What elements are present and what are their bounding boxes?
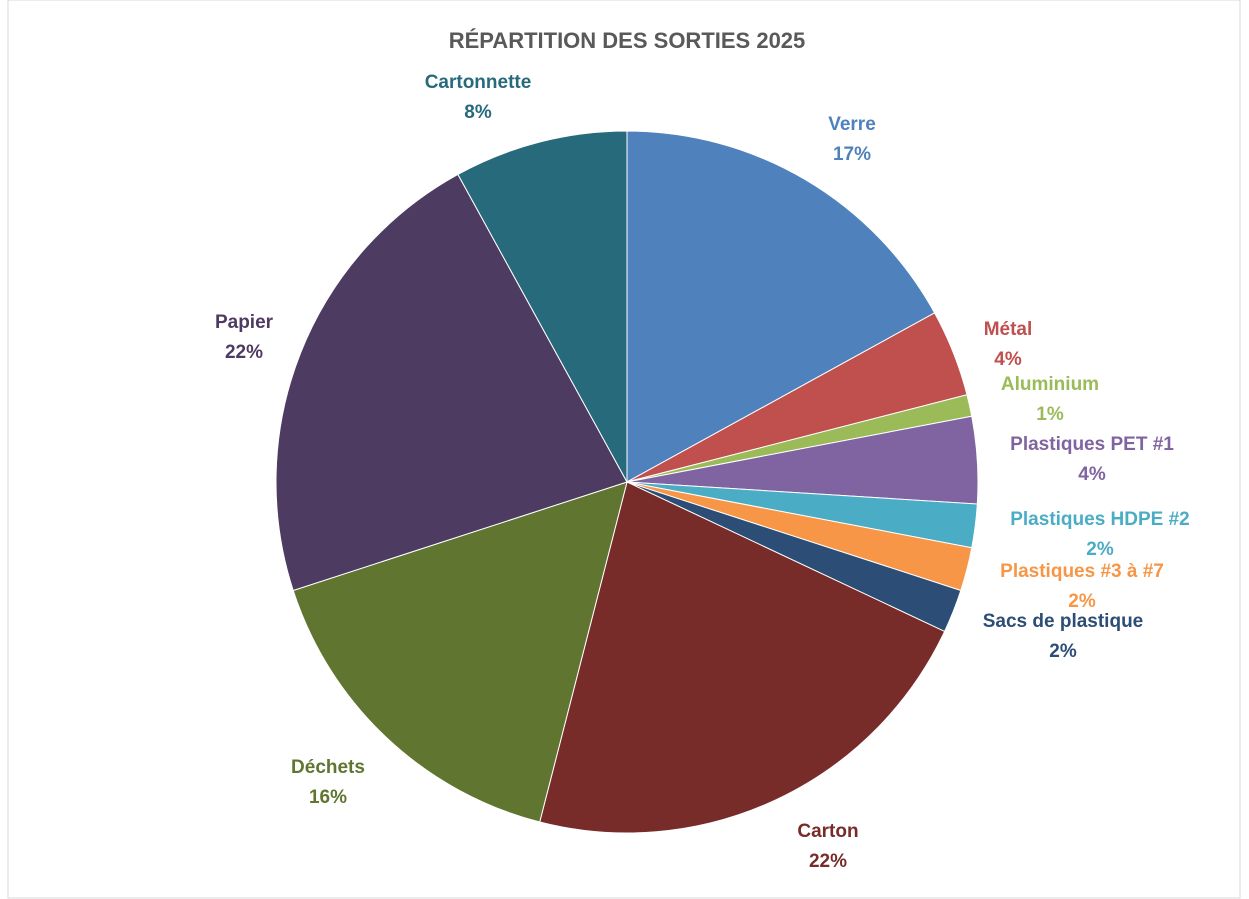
slice-value-label: 22% xyxy=(225,342,263,363)
slice-label: Plastiques PET #1 xyxy=(1010,434,1174,455)
slice-value-label: 2% xyxy=(1068,591,1096,612)
slice-value-label: 16% xyxy=(309,787,347,808)
pie-slice xyxy=(275,173,628,592)
chart-title: RÉPARTITION DES SORTIES 2025 xyxy=(449,28,806,53)
slice-value-label: 17% xyxy=(833,144,871,165)
pie-slice xyxy=(457,130,628,483)
slice-value-label: 1% xyxy=(1036,404,1064,425)
slice-label: Verre xyxy=(828,114,876,135)
slice-value-label: 22% xyxy=(809,851,847,872)
slice-value-label: 4% xyxy=(994,349,1022,370)
pie-slice xyxy=(626,130,936,483)
slice-label: Aluminium xyxy=(1001,374,1099,395)
slice-value-label: 2% xyxy=(1086,539,1114,560)
slice-label: Sacs de plastique xyxy=(983,611,1144,632)
slice-label: Plastiques #3 à #7 xyxy=(1000,561,1164,582)
slice-value-label: 2% xyxy=(1049,641,1077,662)
slice-label: Cartonnette xyxy=(425,72,532,93)
pie-slice xyxy=(539,481,946,834)
slice-label: Déchets xyxy=(291,757,365,778)
pie-slice xyxy=(292,481,628,823)
slice-label: Métal xyxy=(984,319,1033,340)
slice-label: Carton xyxy=(797,821,858,842)
slice-label: Papier xyxy=(215,312,274,333)
slice-label: Plastiques HDPE #2 xyxy=(1010,509,1190,530)
slice-value-label: 4% xyxy=(1078,464,1106,485)
slice-value-label: 8% xyxy=(464,102,492,123)
